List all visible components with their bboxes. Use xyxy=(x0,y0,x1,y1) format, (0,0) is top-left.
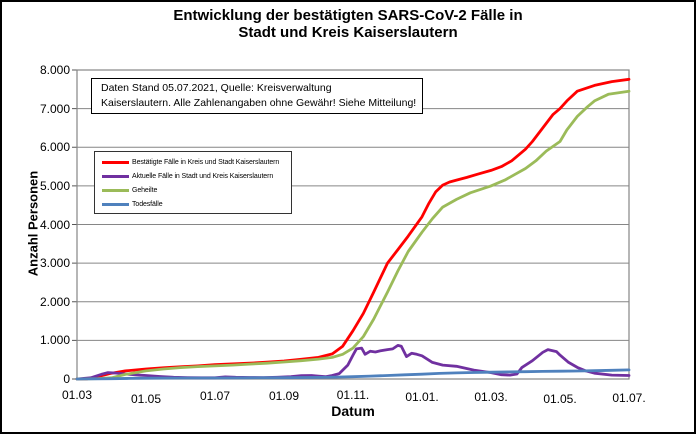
legend: Bestätigte Fälle in Kreis und Stadt Kais… xyxy=(94,151,292,214)
chart-title-line1: Entwicklung der bestätigten SARS-CoV-2 F… xyxy=(173,7,523,24)
legend-label-bestaetigte: Bestätigte Fälle in Kreis und Stadt Kais… xyxy=(132,158,280,166)
x-axis-tick-label: 01.03 xyxy=(61,388,93,402)
x-axis-tick-label: 01.09 xyxy=(268,389,300,403)
series-line-bestaetigte-faelle xyxy=(75,77,631,381)
y-axis-tick-label: 8.000 xyxy=(39,63,70,77)
legend-swatch-todesfaelle xyxy=(102,203,129,207)
y-axis-tick-label: 2.000 xyxy=(39,294,70,309)
y-axis-tick-label: 5.000 xyxy=(39,178,70,193)
chart-title-line2: Stadt und Kreis Kaiserslautern xyxy=(238,24,458,41)
legend-item-bestaetigte: Bestätigte Fälle in Kreis und Stadt Kais… xyxy=(95,155,291,169)
x-axis-tick-label: 01.05 xyxy=(130,392,162,406)
x-axis-tick-label: 01.11. xyxy=(336,388,370,402)
legend-item-aktuelle: Aktuelle Fälle in Stadt und Kreis Kaiser… xyxy=(95,169,291,183)
series-line-geheilte xyxy=(75,89,631,381)
legend-swatch-geheilte xyxy=(102,188,129,192)
y-axis-tick-label: 4.000 xyxy=(39,217,70,232)
series-line-todesfaelle xyxy=(75,368,631,381)
legend-label-todesfaelle: Todesfälle xyxy=(132,201,163,209)
legend-label-geheilte: Geheilte xyxy=(132,186,158,194)
chart-title: Entwicklung der bestätigten SARS-CoV-2 F… xyxy=(2,7,694,41)
x-axis-tick-label: 01.03. xyxy=(474,390,508,404)
plot-border xyxy=(76,69,630,380)
x-axis-tick-label: 01.05. xyxy=(543,392,577,406)
y-axis-tick-label: 3.000 xyxy=(39,256,70,271)
annotation-line1: Daten Stand 05.07.2021, Quelle: Kreisver… xyxy=(101,82,332,94)
legend-item-todesfaelle: Todesfälle xyxy=(95,198,291,212)
legend-swatch-bestaetigte xyxy=(102,160,129,164)
x-axis-tick-label: 01.01. xyxy=(405,390,439,404)
series-line-aktuelle-faelle xyxy=(75,343,631,381)
legend-swatch-aktuelle xyxy=(102,174,129,178)
y-axis-tick-label: 1.000 xyxy=(39,333,70,348)
y-axis-tick-label: 7.000 xyxy=(39,101,70,116)
data-source-annotation: Daten Stand 05.07.2021, Quelle: Kreisver… xyxy=(91,78,423,114)
y-axis-tick-label: 6.000 xyxy=(39,140,70,155)
x-axis-tick-label: 01.07 xyxy=(199,389,231,403)
x-axis-tick-label: 01.07. xyxy=(612,391,646,405)
x-axis-title: Datum xyxy=(331,403,375,419)
annotation-line2: Kaiserslautern. Alle Zahlenangaben ohne … xyxy=(101,97,417,109)
y-axis-tick-label: 0 xyxy=(63,372,70,386)
legend-label-aktuelle: Aktuelle Fälle in Stadt und Kreis Kaiser… xyxy=(132,172,274,180)
legend-item-geheilte: Geheilte xyxy=(95,183,291,197)
